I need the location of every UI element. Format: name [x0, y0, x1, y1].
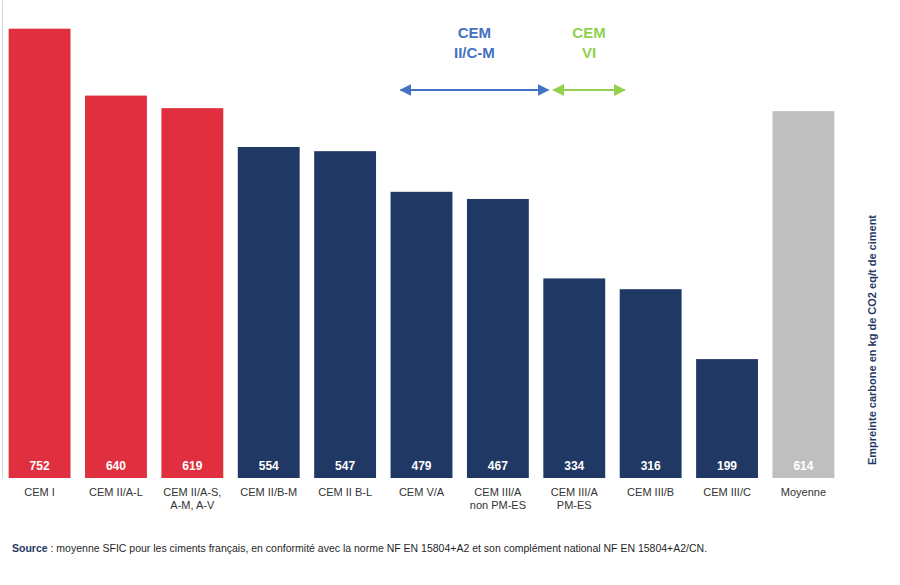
x-tick: CEM III/APM-ES	[551, 478, 599, 511]
x-tick-label-line: CEM III/A	[474, 486, 522, 498]
bar	[620, 289, 682, 478]
bar	[772, 111, 834, 478]
x-tick-label-line: CEM V/A	[399, 486, 445, 498]
data-label: 334	[564, 459, 584, 473]
bar	[161, 108, 223, 478]
data-label: 467	[488, 459, 508, 473]
data-label: 619	[182, 459, 202, 473]
x-tick: CEM II/A-S,A-M, A-V	[163, 478, 221, 511]
x-tick: CEM I	[24, 478, 55, 498]
data-label: 547	[335, 459, 355, 473]
y-axis	[2, 1, 3, 479]
annotation-text: CEM II/C-M	[454, 24, 495, 61]
annotation-text-line: CEM	[458, 24, 491, 41]
x-tick-label-line: CEM I	[24, 486, 55, 498]
x-tick-label-line: CEM II/A-S,	[163, 486, 221, 498]
source-label: Source	[12, 542, 48, 554]
x-tick-label: CEM III/C	[703, 486, 751, 498]
annotation-text-line: VI	[582, 44, 596, 61]
bar	[467, 199, 529, 478]
x-tick-label-line: CEM III/C	[703, 486, 751, 498]
data-label: 554	[259, 459, 279, 473]
bars	[9, 29, 835, 478]
annotation-text: CEM VI	[572, 24, 605, 61]
x-tick-label: CEM II B-L	[318, 486, 372, 498]
bar	[696, 359, 758, 478]
x-axis: CEM ICEM II/A-LCEM II/A-S,A-M, A-VCEM II…	[24, 478, 826, 511]
x-tick: CEM II/B-M	[240, 478, 297, 498]
x-tick: CEM III/C	[703, 478, 751, 498]
data-label: 614	[793, 459, 813, 473]
annotations: CEM II/C-M CEM VI	[401, 24, 625, 90]
y-axis-title: Empreinte carbone en kg de CO2 eq/t de c…	[866, 215, 878, 465]
x-tick-label-line: PM-ES	[557, 499, 592, 511]
source-note: Source : moyenne SFIC pour les ciments f…	[12, 542, 707, 554]
data-label: 316	[641, 459, 661, 473]
x-tick-label-line: Moyenne	[781, 486, 826, 498]
x-tick-label: CEM III/APM-ES	[551, 486, 599, 511]
x-tick: CEM II B-L	[318, 478, 372, 498]
x-tick-label: Moyenne	[781, 486, 826, 498]
annotation-text-line: II/C-M	[454, 44, 495, 61]
x-tick-label: CEM I	[24, 486, 55, 498]
x-tick-label: CEM III/B	[627, 486, 674, 498]
x-tick: Moyenne	[781, 478, 826, 498]
bar	[543, 278, 605, 478]
data-label: 479	[411, 459, 431, 473]
y-axis-line	[2, 1, 3, 479]
annotation-arrow	[553, 89, 624, 91]
annotation-arrow	[401, 89, 549, 91]
bar	[9, 29, 71, 478]
x-tick: CEM II/A-L	[89, 478, 143, 498]
data-label: 199	[717, 459, 737, 473]
x-tick-label-line: CEM III/B	[627, 486, 674, 498]
bar	[238, 147, 300, 478]
x-tick-label-line: A-M, A-V	[170, 499, 215, 511]
x-tick-label: CEM III/Anon PM-ES	[470, 486, 526, 511]
x-tick-label: CEM V/A	[399, 486, 445, 498]
x-tick-label-line: CEM II/A-L	[89, 486, 143, 498]
data-label: 640	[106, 459, 126, 473]
bar	[85, 96, 147, 478]
x-tick-label: CEM II/A-S,A-M, A-V	[163, 486, 221, 511]
x-tick-label-line: non PM-ES	[470, 499, 526, 511]
source-text: : moyenne SFIC pour les ciments français…	[48, 542, 708, 554]
annotation-text-line: CEM	[572, 24, 605, 41]
data-labels: 752 640 619 554 547 479 467 334 316 199 614	[30, 459, 814, 473]
x-tick: CEM III/Anon PM-ES	[470, 478, 526, 511]
bar	[391, 192, 453, 478]
x-tick-label-line: CEM III/A	[551, 486, 599, 498]
x-tick-label: CEM II/A-L	[89, 486, 143, 498]
data-label: 752	[30, 459, 50, 473]
x-tick: CEM III/B	[627, 478, 674, 498]
chart: 752 640 619 554 547 479 467 334 316 199 614 CEM I CE…	[0, 0, 900, 585]
bar	[314, 151, 376, 478]
x-tick-label-line: CEM II B-L	[318, 486, 372, 498]
x-tick: CEM V/A	[399, 478, 445, 498]
x-tick-label-line: CEM II/B-M	[240, 486, 297, 498]
x-tick-label: CEM II/B-M	[240, 486, 297, 498]
